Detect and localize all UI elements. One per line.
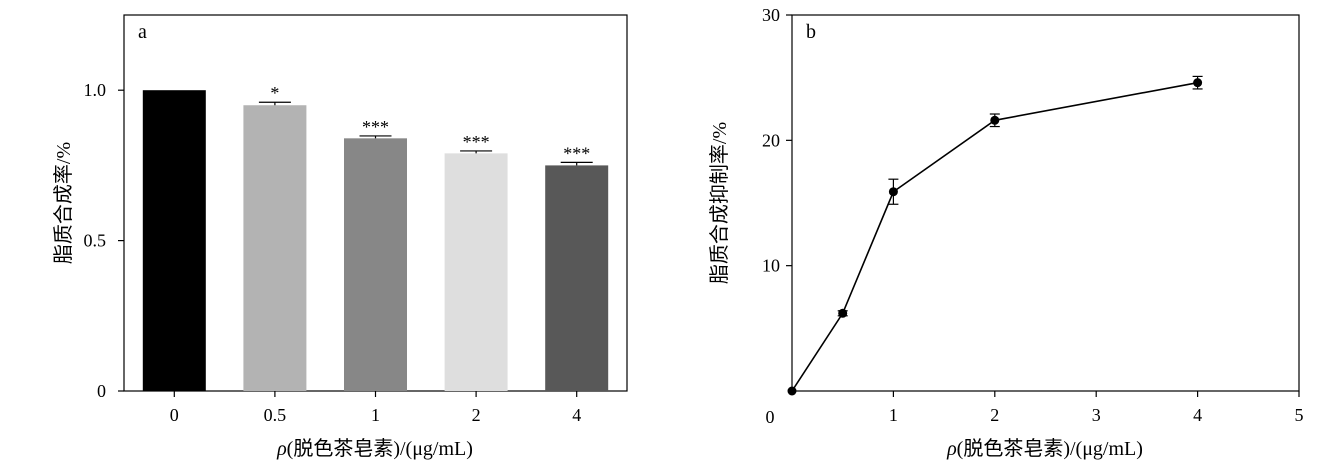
y-tick-label-2: 1.0 xyxy=(84,80,107,100)
significance-mark-4: *** xyxy=(563,143,590,163)
series-line xyxy=(791,81,1198,392)
data-point-1 xyxy=(838,308,848,318)
panel-a-y-ticks: 0 0.5 1.0 xyxy=(84,80,124,401)
panel-a-x-axis-label-text: (脱色茶皂素)/(μg/mL) xyxy=(287,437,473,460)
significance-mark-1: * xyxy=(270,83,279,103)
x-tick-label-4: 4 xyxy=(572,405,581,425)
panel-a-y-axis-label: 脂质合成率/% xyxy=(52,142,75,264)
bar-3 xyxy=(444,153,508,391)
panel-b-x-axis-label-text: (脱色茶皂素)/(μg/mL) xyxy=(957,437,1143,460)
x-tick-label-0: 0 xyxy=(766,407,775,427)
x-tick-label-4: 4 xyxy=(1193,405,1202,425)
bar-1 xyxy=(243,105,307,392)
panel-a-letter: a xyxy=(138,21,147,43)
data-point-3 xyxy=(990,115,1000,125)
x-tick-label-5: 5 xyxy=(1295,405,1304,425)
panel-b-x-axis-label: ρ(脱色茶皂素)/(μg/mL) xyxy=(946,437,1143,460)
y-tick-label-0: 10 xyxy=(762,256,780,276)
data-point-2 xyxy=(888,187,898,197)
data-point-0 xyxy=(787,386,797,396)
panel-b-y-ticks: 10 20 30 xyxy=(762,5,792,276)
bar-0 xyxy=(142,90,206,391)
y-tick-label-1: 0.5 xyxy=(84,231,107,251)
panel-b-y-axis-label: 脂质合成抑制率/% xyxy=(708,122,731,284)
x-tick-label-1: 0.5 xyxy=(264,405,287,425)
panel-b-letter: b xyxy=(806,21,816,43)
panel-b-series xyxy=(787,75,1203,396)
y-tick-label-1: 20 xyxy=(762,130,780,150)
panel-b-plot-frame xyxy=(791,14,1300,392)
bar-2 xyxy=(344,138,407,391)
panel-a-x-axis-label: ρ(脱色茶皂素)/(μg/mL) xyxy=(276,437,473,460)
significance-mark-2: *** xyxy=(362,117,389,137)
x-tick-label-2: 1 xyxy=(371,405,380,425)
panel-b-line-chart: b 10 20 30 0 1 2 3 4 5 脂质合成抑制率/% ρ(脱色茶皂素)/(μg/m… xyxy=(708,5,1304,460)
data-point-4 xyxy=(1193,78,1203,88)
x-tick-label-0: 0 xyxy=(170,405,179,425)
panel-a-x-ticks: 0 0.5 1 2 4 xyxy=(170,391,581,425)
x-tick-label-3: 3 xyxy=(1092,405,1101,425)
significance-mark-3: *** xyxy=(463,132,490,152)
y-tick-label-0: 0 xyxy=(97,381,106,401)
y-tick-label-2: 30 xyxy=(762,5,780,25)
panel-a-bars: ********** xyxy=(142,83,609,392)
x-tick-label-2: 2 xyxy=(990,405,999,425)
bar-4 xyxy=(545,165,609,391)
panel-b-x-ticks: 0 1 2 3 4 5 xyxy=(766,391,1304,427)
x-tick-label-3: 2 xyxy=(472,405,481,425)
panel-a-bar-chart: a ********** 00.51.0 0 0.5 1 2 4 脂质合成率/% ρ(脱… xyxy=(52,14,628,460)
panel-a-x-axis-label-symbol: ρ xyxy=(276,438,287,460)
panel-b-x-axis-label-symbol: ρ xyxy=(946,438,957,460)
x-tick-label-1: 1 xyxy=(889,405,898,425)
